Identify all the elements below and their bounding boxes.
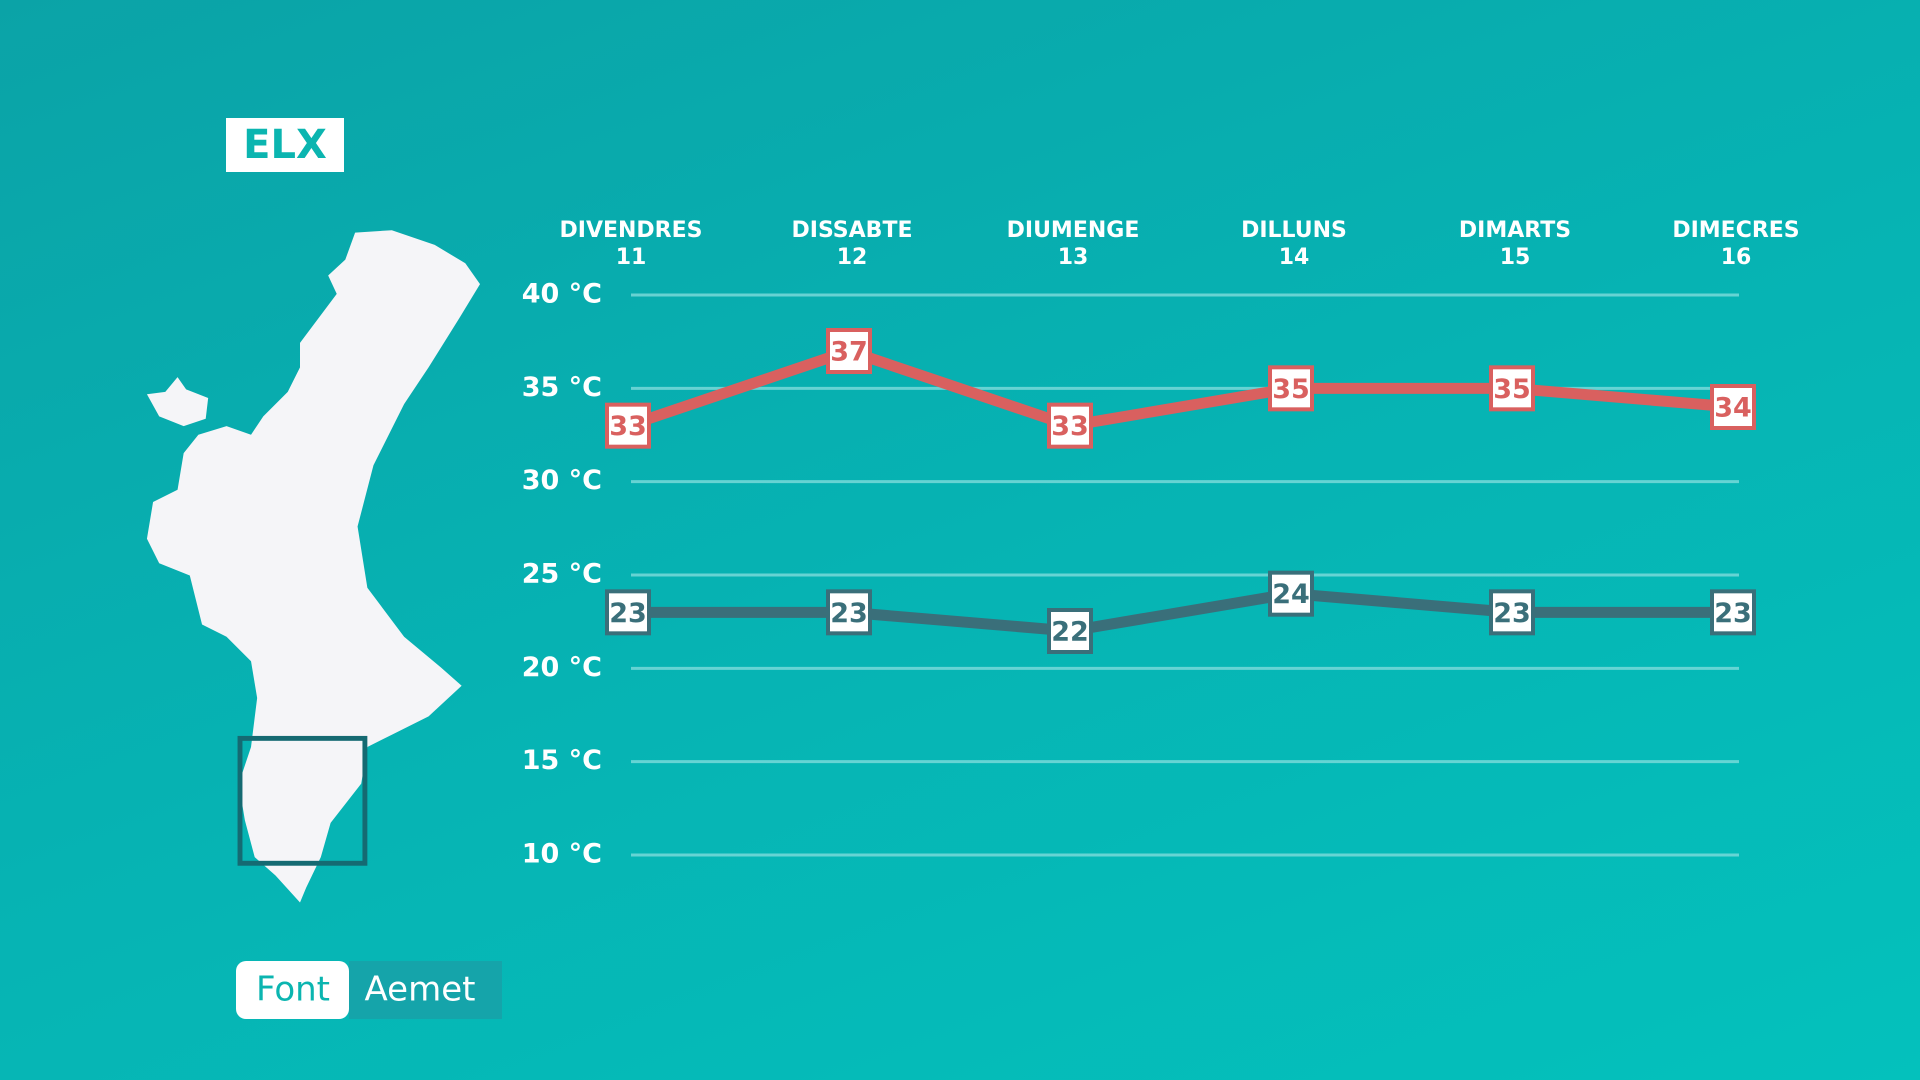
point-marker [1268,365,1314,412]
data-label: 37 [830,337,868,368]
x-tick-date: 13 [1058,245,1089,270]
data-label: 33 [609,411,647,442]
data-label: 24 [1272,579,1310,610]
point-marker [1710,384,1756,430]
y-tick-label: 10 °C [522,839,602,870]
y-tick-label: 30 °C [522,465,602,496]
y-tick-label: 20 °C [522,652,602,683]
x-tick-label: DIMARTS [1459,218,1571,243]
point-marker [826,589,872,636]
x-tick-label: DILLUNS [1241,218,1347,243]
point-marker [826,328,872,374]
source-label-box [236,961,349,1019]
point-marker [605,402,651,449]
data-label: 34 [1714,393,1752,424]
x-tick-date: 16 [1721,245,1752,270]
y-tick-label: 35 °C [522,372,602,403]
badge-box [226,118,344,172]
data-label: 23 [1493,598,1531,629]
source-name: Aemet [365,970,476,1010]
data-label: 23 [830,598,868,629]
data-label: 35 [1493,374,1531,405]
x-tick-label: DIUMENGE [1007,218,1140,243]
y-tick-label: 40 °C [522,279,602,310]
x-tick-date: 11 [616,245,647,270]
point-marker [605,589,651,636]
line [628,588,1733,637]
x-tick-date: 14 [1279,245,1310,270]
map [146,230,481,903]
badge: ELX [243,122,327,168]
x-tick-date: 12 [837,245,868,270]
data-label: 23 [1714,598,1752,629]
source-label: Font [256,970,330,1010]
point-marker [1047,402,1093,449]
data-label: 35 [1272,374,1310,405]
y-tick-label: 25 °C [522,559,602,590]
point-marker [1489,589,1535,636]
x-tick-label: DIVENDRES [560,218,703,243]
point-marker [1710,589,1756,636]
line [626,345,1734,432]
point-marker [1268,570,1314,617]
y-tick-label: 15 °C [522,745,602,776]
x-tick-label: DISSABTE [792,218,913,243]
point-marker [1047,608,1093,654]
source-name-box [349,961,502,1019]
x-tick-label: DIMECRES [1672,218,1799,243]
data-label: 23 [609,598,647,629]
x-tick-date: 15 [1500,245,1531,270]
point-marker [1489,365,1535,412]
data-label: 33 [1051,411,1089,442]
data-label: 22 [1051,617,1089,648]
